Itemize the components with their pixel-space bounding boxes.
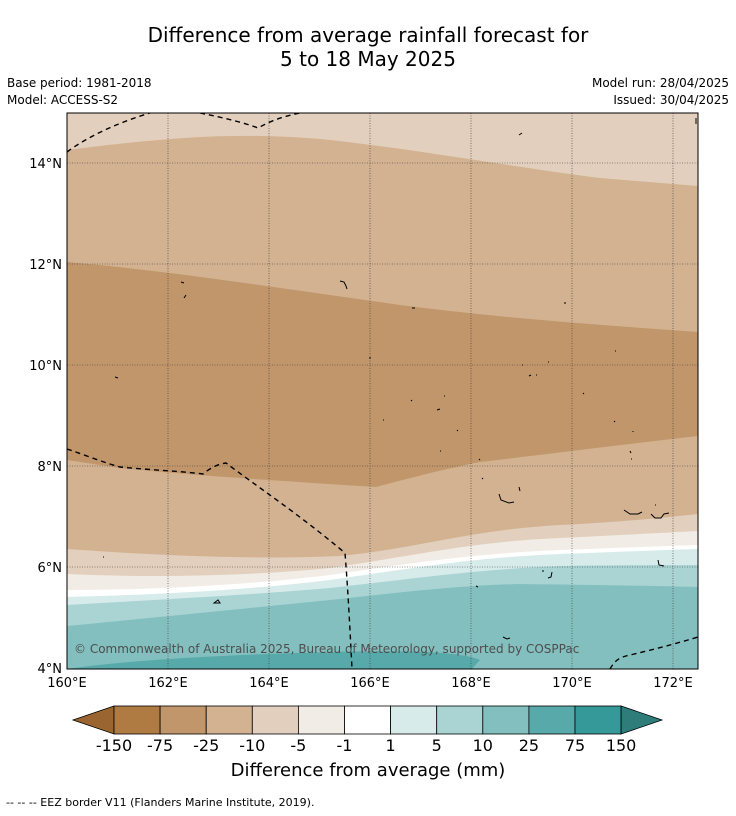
- band-minus25-to-minus75: [67, 262, 698, 487]
- x-tick-label: 172°E: [653, 676, 693, 691]
- colorbar-tick-label: 1: [385, 736, 396, 755]
- band-25-to-75: [67, 651, 480, 669]
- eez-borders: [67, 113, 698, 669]
- colorbar-tick-label: 75: [564, 736, 586, 755]
- y-tick-label: 6°N: [38, 561, 63, 576]
- x-tick-label: 164°E: [249, 676, 289, 691]
- colorbar-tick-label: -150: [95, 736, 133, 755]
- map-title-line2: 5 to 18 May 2025: [280, 47, 456, 71]
- x-tick-label: 170°E: [552, 676, 592, 691]
- colorbar: [71, 705, 664, 735]
- map-copyright-text: © Commonwealth of Australia 2025, Bureau…: [74, 642, 579, 656]
- eez-footnote: -- -- -- EEZ border V11 (Flanders Marine…: [6, 796, 315, 809]
- map-frame: [66, 112, 699, 670]
- colorbar-swatch: [297, 705, 345, 735]
- colorbar-swatch: [113, 705, 161, 735]
- colorbar-swatch: [344, 705, 391, 735]
- colorbar-swatch: [528, 705, 576, 735]
- colorbar-swatch: [251, 705, 299, 735]
- band-10-to-25: [67, 584, 698, 669]
- colorbar-tick-label: -5: [290, 736, 307, 755]
- colorbar-swatch: [482, 705, 530, 735]
- x-tick-label: 160°E: [47, 676, 87, 691]
- colorbar-swatch: [390, 705, 438, 735]
- colorbar-extend-high: [620, 705, 664, 735]
- y-tick-label: 12°N: [29, 258, 62, 273]
- colorbar-tick-label: 5: [431, 736, 442, 755]
- colorbar-tick-label: 150: [605, 736, 637, 755]
- issued-label: Issued: 30/04/2025: [613, 93, 729, 107]
- x-tick-label: 162°E: [148, 676, 188, 691]
- colorbar-extend-low: [71, 705, 115, 735]
- x-axis-labels: 160°E 162°E 164°E 166°E 168°E 170°E 172°…: [47, 676, 693, 691]
- model-run-label: Model run: 28/04/2025: [591, 76, 729, 90]
- colorbar-tick-label: -25: [193, 736, 220, 755]
- y-axis-labels: 14°N 12°N 10°N 8°N 6°N 4°N: [29, 157, 62, 677]
- islands: [103, 118, 697, 640]
- y-tick-label: 10°N: [29, 359, 62, 374]
- model-label: Model: ACCESS-S2: [7, 93, 119, 107]
- colorbar-swatch: [436, 705, 484, 735]
- y-tick-label: 8°N: [38, 460, 63, 475]
- colorbar-title: Difference from average (mm): [230, 760, 506, 781]
- x-tick-label: 168°E: [451, 676, 491, 691]
- graticule: [67, 113, 698, 669]
- colorbar-tick-label: -75: [147, 736, 174, 755]
- colorbar-tick-label: -10: [239, 736, 266, 755]
- y-tick-label: 14°N: [29, 157, 62, 172]
- base-period-label: Base period: 1981-2018: [7, 76, 152, 90]
- colorbar-tick-label: 10: [472, 736, 493, 755]
- colorbar-tick-label: 25: [518, 736, 540, 755]
- y-tick-label: 4°N: [38, 662, 63, 677]
- map-title-line1: Difference from average rainfall forecas…: [147, 23, 589, 47]
- colorbar-tick-label: -1: [336, 736, 353, 755]
- map-plot-area: © Commonwealth of Australia 2025, Bureau…: [67, 113, 698, 669]
- colorbar-swatch: [205, 705, 253, 735]
- colorbar-swatch: [159, 705, 207, 735]
- x-tick-label: 166°E: [350, 676, 390, 691]
- colorbar-swatch: [574, 705, 622, 735]
